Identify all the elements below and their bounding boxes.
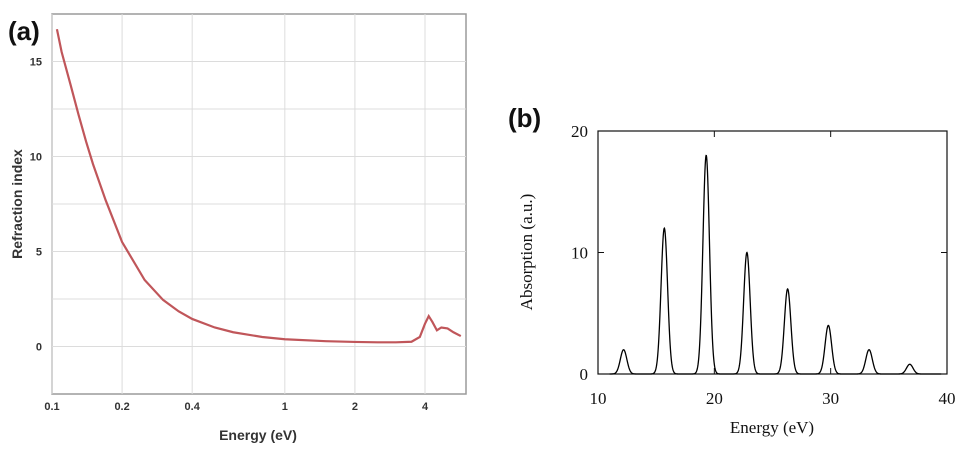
panel-a: (a) 0.1 0.2 0.4 1 2 4 0 5 10 15 Energy (eV) Refr…	[8, 13, 467, 443]
panel-a-x-tick-label: 1	[282, 401, 288, 413]
panel-b-x-tick-label: 40	[939, 389, 956, 408]
panel-a-y-tick-labels: 0 5 10 15	[30, 57, 42, 354]
panel-b-y-axis-label: Absorption (a.u.)	[517, 194, 536, 311]
panel-a-y-tick-label: 5	[36, 247, 42, 259]
panel-a-y-axis-label: Refraction index	[9, 149, 25, 259]
panel-b-x-axis-label: Energy (eV)	[730, 418, 814, 437]
panel-a-x-tick-labels: 0.1 0.2 0.4 1 2 4	[44, 401, 429, 413]
panel-a-y-tick-label: 10	[30, 152, 42, 164]
panel-b-x-tick-label: 30	[822, 389, 839, 408]
panel-b-y-tick-label: 10	[571, 244, 588, 263]
panel-a-grid	[51, 14, 466, 394]
panel-a-label: (a)	[8, 16, 40, 46]
panel-b-plot-area	[597, 130, 948, 375]
panel-a-x-axis-label: Energy (eV)	[219, 427, 297, 443]
panel-b-y-tick-label: 0	[580, 365, 589, 384]
panel-a-y-tick-label: 15	[30, 57, 42, 69]
panel-b-ticks	[597, 130, 948, 375]
panel-a-x-tick-label: 0.4	[185, 401, 201, 413]
panel-b-y-tick-label: 20	[571, 122, 588, 141]
panel-b-label: (b)	[508, 103, 541, 133]
panel-a-x-tick-label: 0.2	[114, 401, 129, 413]
panel-b-y-tick-labels: 0 10 20	[571, 122, 588, 384]
panel-b-x-tick-label: 20	[706, 389, 723, 408]
panel-b-series-line	[609, 154, 942, 375]
panel-b-x-tick-labels: 10 20 30 40	[590, 389, 956, 408]
panel-a-x-tick-label: 4	[422, 401, 429, 413]
panel-b-x-tick-label: 10	[590, 389, 607, 408]
panel-a-y-tick-label: 0	[36, 342, 42, 354]
panel-a-x-tick-label: 2	[352, 401, 358, 413]
panel-a-x-tick-label: 0.1	[44, 401, 59, 413]
panel-a-series-line	[55, 28, 462, 344]
